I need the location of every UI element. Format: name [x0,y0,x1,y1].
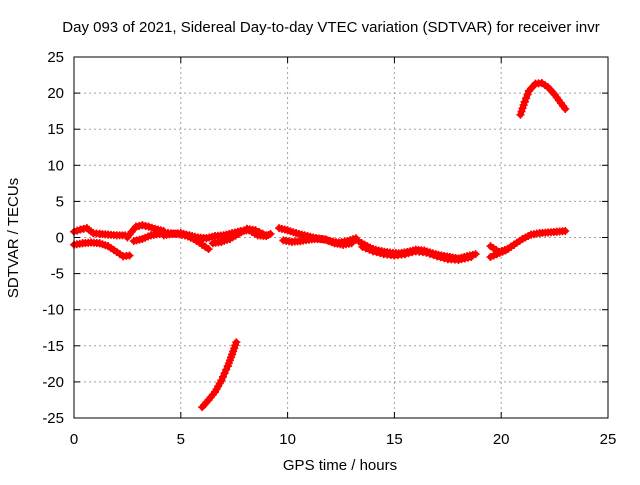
x-tick-label: 0 [70,431,78,448]
data-series [70,78,570,412]
y-tick-label: 10 [47,157,64,174]
y-tick-label: -15 [42,338,64,355]
y-tick-label: 15 [47,121,64,138]
data-point [429,251,438,260]
x-axis-label: GPS time / hours [283,457,397,474]
x-tick-label: 10 [279,431,296,448]
data-point [347,239,356,248]
data-point [204,245,213,254]
data-point [523,90,532,99]
data-point [262,231,271,240]
data-point [510,240,519,249]
data-point [376,249,385,258]
x-tick-label: 5 [177,431,185,448]
data-point [372,248,381,257]
y-tick-label: -5 [51,266,64,283]
data-point [255,227,264,236]
y-tick-label: -20 [42,374,64,391]
y-tick-label: 20 [47,85,64,102]
series-arc-20-9-23-0h [516,78,570,119]
chart-title: Day 093 of 2021, Sidereal Day-to-day VTE… [62,19,599,36]
y-tick-label: 5 [56,193,64,210]
axis-ticks: 0 5 10 15 20 25 -25 -20 -15 -10 -5 0 5 10 15 20 25 [42,49,616,448]
series-band-6-5-9-0h [208,224,271,248]
data-point [358,242,367,251]
data-point [217,376,226,385]
series-lower-band-0-2-6h [70,238,134,261]
series-dip-19-5-20-6h [486,240,519,256]
y-axis-label: SDTVAR / TECUs [5,178,22,298]
y-tick-label: 0 [56,230,64,247]
y-tick-label: 25 [47,49,64,66]
data-point [258,229,267,238]
data-point [369,247,378,256]
data-point [408,248,417,257]
data-point [365,245,374,254]
data-point [522,94,531,103]
data-point [218,372,227,381]
series-band-9-8-13-0h [279,234,356,249]
data-point [471,250,480,259]
x-tick-label: 15 [386,431,403,448]
y-tick-label: -25 [42,410,64,427]
data-point [426,249,434,258]
data-point [401,250,410,259]
data-point [440,254,449,263]
y-tick-label: -10 [42,302,64,319]
series-rise-6-0-7-6h [198,338,241,412]
data-point [251,226,260,235]
data-point [467,252,476,261]
data-point [361,244,370,253]
data-point [561,227,570,236]
data-point [125,251,134,260]
data-point [433,252,442,261]
data-point [422,248,431,257]
data-point [220,369,229,378]
data-point [520,97,529,106]
x-tick-label: 20 [493,431,510,448]
x-tick-label: 25 [600,431,617,448]
series-band-13-5-18-6h [358,242,476,264]
series-arc-2-5-4-2h [123,221,168,242]
data-point [232,338,241,347]
data-point [561,104,570,113]
data-point [436,253,445,262]
data-point [222,365,231,374]
series-upper-band-0-2-5h [70,224,130,240]
data-point [404,249,413,258]
